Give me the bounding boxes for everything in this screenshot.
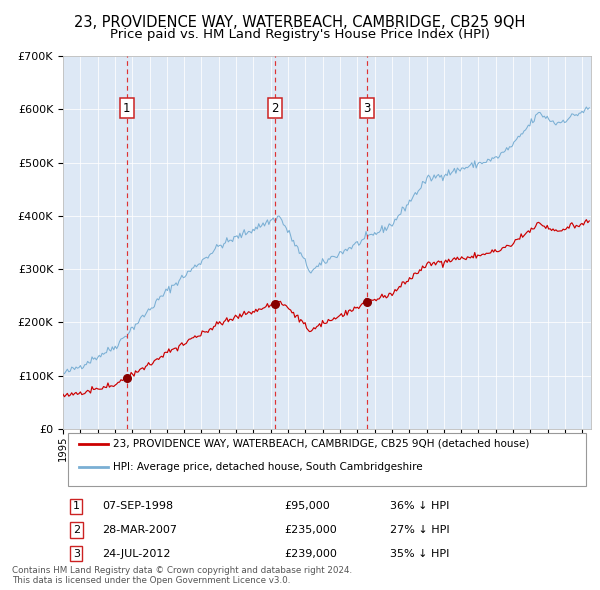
Text: HPI: Average price, detached house, South Cambridgeshire: HPI: Average price, detached house, Sout… — [113, 462, 423, 472]
Text: 23, PROVIDENCE WAY, WATERBEACH, CAMBRIDGE, CB25 9QH (detached house): 23, PROVIDENCE WAY, WATERBEACH, CAMBRIDG… — [113, 439, 530, 449]
Text: 07-SEP-1998: 07-SEP-1998 — [103, 502, 174, 512]
Text: 28-MAR-2007: 28-MAR-2007 — [103, 525, 178, 535]
Text: 3: 3 — [364, 101, 371, 114]
Text: 1: 1 — [73, 502, 80, 512]
Text: 24-JUL-2012: 24-JUL-2012 — [103, 549, 171, 559]
Text: £235,000: £235,000 — [285, 525, 338, 535]
Text: Contains HM Land Registry data © Crown copyright and database right 2024.
This d: Contains HM Land Registry data © Crown c… — [12, 566, 352, 585]
Text: Price paid vs. HM Land Registry's House Price Index (HPI): Price paid vs. HM Land Registry's House … — [110, 28, 490, 41]
Text: 23, PROVIDENCE WAY, WATERBEACH, CAMBRIDGE, CB25 9QH: 23, PROVIDENCE WAY, WATERBEACH, CAMBRIDG… — [74, 15, 526, 30]
Text: 36% ↓ HPI: 36% ↓ HPI — [391, 502, 450, 512]
Text: 3: 3 — [73, 549, 80, 559]
Text: 2: 2 — [271, 101, 278, 114]
Text: 2: 2 — [73, 525, 80, 535]
Text: 1: 1 — [123, 101, 131, 114]
Text: £239,000: £239,000 — [285, 549, 338, 559]
FancyBboxPatch shape — [68, 433, 586, 486]
Text: £95,000: £95,000 — [285, 502, 331, 512]
Text: 35% ↓ HPI: 35% ↓ HPI — [391, 549, 450, 559]
Text: 27% ↓ HPI: 27% ↓ HPI — [391, 525, 450, 535]
